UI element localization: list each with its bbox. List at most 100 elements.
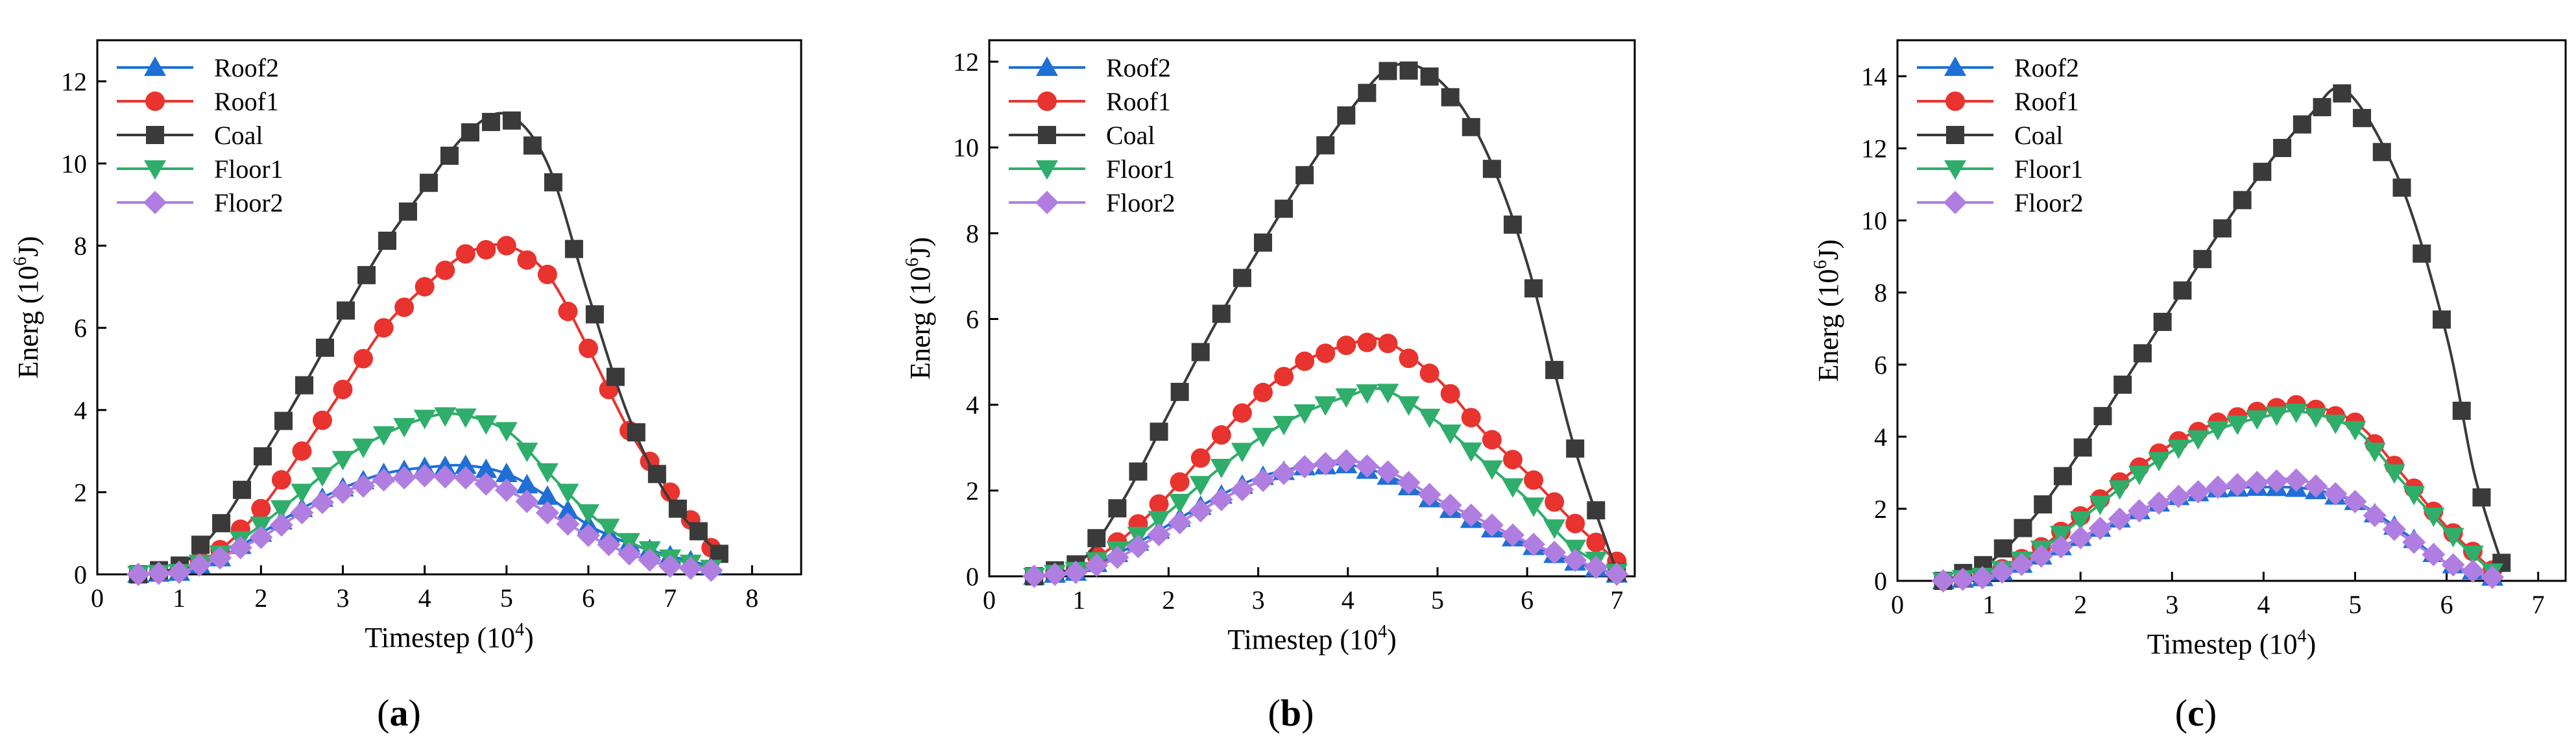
data-point — [517, 250, 537, 270]
legend-label: Floor1 — [1106, 154, 1175, 184]
data-point — [1565, 513, 1585, 533]
legend-marker — [1944, 160, 1966, 180]
series-coal — [1934, 84, 2511, 590]
data-point — [271, 470, 291, 490]
data-point — [2108, 480, 2131, 500]
data-point — [1188, 498, 1212, 522]
data-point — [577, 504, 599, 524]
data-point — [1168, 511, 1192, 535]
legend-marker — [1036, 56, 1058, 76]
plot-frame — [1896, 39, 2567, 582]
data-point — [1378, 334, 1398, 354]
data-point — [270, 500, 293, 520]
data-point — [352, 438, 375, 458]
data-point — [312, 410, 332, 430]
legend-marker — [1035, 191, 1059, 214]
data-point — [2293, 115, 2311, 134]
data-point — [354, 349, 374, 369]
data-point — [1357, 332, 1377, 352]
series-coal — [129, 111, 728, 583]
x-tick-label: 4 — [1342, 585, 1354, 615]
data-point — [1043, 562, 1067, 586]
data-point — [1126, 535, 1150, 559]
data-point — [1212, 304, 1231, 323]
x-tick-label: 5 — [1431, 585, 1444, 615]
legend-label: Floor2 — [214, 188, 283, 217]
data-point — [660, 482, 680, 502]
data-point — [1190, 448, 1210, 468]
data-point — [274, 411, 293, 430]
y-tick-label: 4 — [1874, 422, 1887, 452]
data-point — [1336, 336, 1356, 356]
x-tick-label: 1 — [1982, 590, 1995, 619]
data-point — [2173, 281, 2192, 300]
data-point — [1105, 545, 1129, 569]
data-point — [537, 264, 557, 284]
data-point — [2088, 517, 2112, 541]
data-point — [597, 533, 621, 557]
data-point — [2461, 559, 2485, 583]
data-point — [2265, 406, 2288, 426]
data-point — [2253, 162, 2272, 181]
data-point — [627, 423, 645, 442]
data-point — [2363, 443, 2386, 463]
data-point — [1480, 513, 1504, 537]
legend-marker — [1944, 56, 1966, 76]
legend-marker — [145, 92, 165, 111]
legend-label: Floor1 — [214, 154, 283, 184]
data-point — [658, 554, 682, 578]
data-point — [398, 202, 417, 221]
data-point — [1355, 454, 1379, 478]
data-point — [516, 474, 538, 494]
data-point — [434, 407, 457, 427]
x-tick-label: 7 — [2532, 590, 2545, 619]
data-point — [1251, 469, 1275, 493]
data-point — [1022, 565, 1046, 588]
y-tick-label: 6 — [74, 313, 87, 343]
data-point — [2442, 528, 2464, 548]
data-point — [1316, 343, 1336, 363]
data-point — [564, 239, 583, 258]
data-point — [392, 466, 416, 490]
legend-label: Roof1 — [2014, 87, 2079, 116]
legend-marker — [1038, 126, 1056, 144]
legend-label: Floor2 — [1106, 188, 1175, 217]
data-point — [476, 239, 496, 260]
data-point — [495, 422, 518, 442]
data-point — [1295, 165, 1314, 184]
data-point — [1273, 415, 1295, 435]
legend-label: Floor2 — [2014, 188, 2084, 217]
data-point — [2127, 499, 2151, 523]
data-point — [481, 112, 500, 131]
data-point — [2392, 178, 2411, 197]
data-point — [374, 318, 394, 338]
x-tick-label: 6 — [1521, 585, 1534, 615]
data-point — [433, 465, 457, 489]
data-point — [2233, 191, 2252, 210]
x-tick-label: 3 — [2165, 590, 2178, 619]
legend-label: Roof1 — [1106, 87, 1171, 116]
x-tick-label: 7 — [664, 583, 677, 613]
data-point — [2113, 375, 2132, 394]
data-point — [576, 523, 600, 547]
legend-marker — [143, 191, 167, 214]
data-point — [2226, 415, 2249, 435]
y-tick-label: 10 — [1861, 206, 1887, 236]
x-tick-label: 4 — [2257, 590, 2270, 619]
y-tick-label: 6 — [966, 305, 979, 334]
data-point — [2382, 517, 2406, 541]
data-point — [544, 173, 562, 191]
data-point — [372, 468, 396, 492]
data-point — [208, 546, 232, 570]
data-point — [1356, 384, 1378, 404]
data-point — [2148, 452, 2171, 472]
data-point — [699, 558, 723, 582]
data-point — [1523, 497, 1545, 517]
data-point — [597, 519, 620, 539]
plot-frame — [988, 39, 1636, 578]
data-point — [1210, 458, 1233, 478]
legend-label: Roof1 — [214, 87, 279, 116]
data-point — [1337, 106, 1356, 125]
